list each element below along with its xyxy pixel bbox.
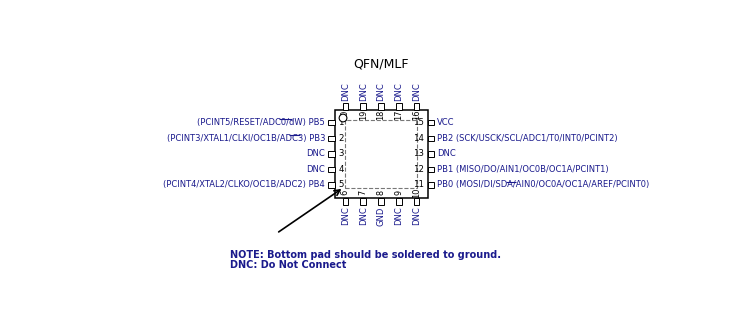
- Text: 20: 20: [341, 110, 350, 120]
- Text: 12: 12: [412, 165, 424, 174]
- Text: DNC: DNC: [437, 149, 455, 158]
- Text: (PCINT3/XTAL1/CLKI/OC1B/ADC3) PB3: (PCINT3/XTAL1/CLKI/OC1B/ADC3) PB3: [167, 134, 325, 143]
- Bar: [428, 151, 434, 156]
- Bar: [342, 198, 348, 205]
- Text: NOTE: Bottom pad should be soldered to ground.: NOTE: Bottom pad should be soldered to g…: [230, 250, 501, 260]
- Text: PB2 (SCK/USCK/SCL/ADC1/T0/INT0/PCINT2): PB2 (SCK/USCK/SCL/ADC1/T0/INT0/PCINT2): [437, 134, 618, 143]
- Bar: [327, 136, 335, 141]
- Text: DNC: DNC: [376, 82, 385, 101]
- Text: 3: 3: [339, 149, 344, 158]
- Bar: [396, 198, 402, 205]
- Text: 19: 19: [359, 110, 368, 120]
- Text: GND: GND: [376, 207, 385, 226]
- Text: QFN/MLF: QFN/MLF: [354, 57, 409, 70]
- Text: 14: 14: [412, 134, 424, 143]
- Text: DNC: DNC: [341, 82, 350, 101]
- Text: PB0 (MOSI/DI/SDA/AIN0/OC0A/OC1A/AREF/PCINT0): PB0 (MOSI/DI/SDA/AIN0/OC0A/OC1A/AREF/PCI…: [437, 180, 649, 190]
- Text: 11: 11: [412, 180, 424, 190]
- Bar: [428, 136, 434, 141]
- Text: 1: 1: [339, 118, 344, 127]
- Text: DNC: Do Not Connect: DNC: Do Not Connect: [230, 260, 346, 270]
- Text: DNC: DNC: [412, 207, 421, 225]
- Text: DNC: DNC: [359, 207, 368, 225]
- Bar: [414, 198, 419, 205]
- Bar: [360, 103, 366, 110]
- Bar: [414, 103, 419, 110]
- Bar: [428, 182, 434, 188]
- Text: 13: 13: [412, 149, 424, 158]
- Bar: [327, 167, 335, 172]
- Text: 9: 9: [394, 190, 403, 195]
- Bar: [360, 198, 366, 205]
- Circle shape: [339, 114, 347, 122]
- Bar: [379, 103, 384, 110]
- Text: DNC: DNC: [306, 149, 325, 158]
- Text: VCC: VCC: [437, 118, 455, 127]
- Text: DNC: DNC: [394, 82, 403, 101]
- Text: DNC: DNC: [306, 165, 325, 174]
- Text: DNC: DNC: [394, 207, 403, 225]
- Bar: [327, 120, 335, 125]
- Text: 5: 5: [339, 180, 344, 190]
- Bar: [342, 103, 348, 110]
- Bar: [327, 182, 335, 188]
- Text: PB1 (MISO/DO/AIN1/OC0B/OC1A/PCINT1): PB1 (MISO/DO/AIN1/OC0B/OC1A/PCINT1): [437, 165, 608, 174]
- Bar: [335, 110, 428, 198]
- Text: 10: 10: [412, 187, 421, 198]
- Bar: [379, 198, 384, 205]
- Text: (PCINT5/RESET/ADC0/dW) PB5: (PCINT5/RESET/ADC0/dW) PB5: [198, 118, 325, 127]
- Text: DNC: DNC: [412, 82, 421, 101]
- Text: DNC: DNC: [341, 207, 350, 225]
- Text: 6: 6: [341, 190, 350, 195]
- Text: 7: 7: [359, 190, 368, 195]
- Bar: [396, 103, 402, 110]
- Text: 8: 8: [376, 190, 385, 195]
- Text: 15: 15: [412, 118, 424, 127]
- Text: 17: 17: [394, 110, 403, 120]
- Bar: [327, 151, 335, 156]
- Text: 4: 4: [339, 165, 344, 174]
- Bar: [428, 120, 434, 125]
- Text: 18: 18: [376, 110, 385, 120]
- Bar: [345, 119, 418, 188]
- Text: (PCINT4/XTAL2/CLKO/OC1B/ADC2) PB4: (PCINT4/XTAL2/CLKO/OC1B/ADC2) PB4: [164, 180, 325, 190]
- Bar: [428, 167, 434, 172]
- Text: 2: 2: [339, 134, 344, 143]
- Text: 16: 16: [412, 110, 421, 120]
- Text: DNC: DNC: [359, 82, 368, 101]
